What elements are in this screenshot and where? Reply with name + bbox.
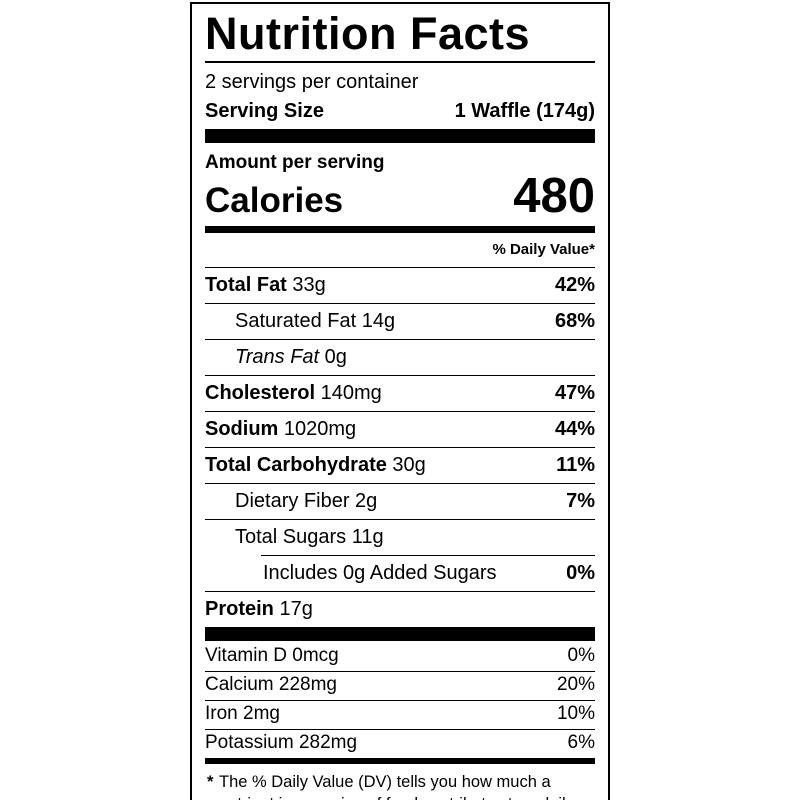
nutrient-row: Saturated Fat 14g 68% bbox=[205, 304, 595, 339]
vitamin-divider bbox=[205, 728, 595, 730]
calories-value: 480 bbox=[513, 169, 595, 224]
nutrient-divider bbox=[205, 339, 595, 341]
nutrient-daily-value: 68% bbox=[554, 310, 595, 333]
footnote-marker: * bbox=[207, 772, 214, 791]
vitamin-row: Iron 2mg 10% bbox=[205, 701, 595, 729]
nutrient-divider bbox=[261, 555, 595, 557]
nutrient-name-amount: Protein 17g bbox=[205, 598, 313, 620]
nutrient-name: Total Sugars bbox=[235, 526, 347, 549]
nutrient-name: Saturated Fat bbox=[235, 310, 357, 333]
nutrient-amount: 1020mg bbox=[278, 418, 357, 441]
nutrient-name-amount: Cholesterol 140mg bbox=[205, 382, 382, 404]
nutrient-name-amount: Trans Fat 0g bbox=[205, 346, 347, 368]
nutrient-row: Dietary Fiber 2g 7% bbox=[205, 484, 595, 519]
nutrient-daily-value: 11% bbox=[556, 454, 595, 477]
nutrient-row: Total Carbohydrate 30g 11% bbox=[205, 448, 595, 483]
label-title: Nutrition Facts bbox=[205, 8, 531, 59]
calories-row: Calories 480 bbox=[205, 169, 595, 226]
nutrient-name-amount: Sodium 1020mg bbox=[205, 418, 356, 440]
nutrient-rows: Total Fat 33g 42% Saturated Fat 14g 68% Tran… bbox=[205, 267, 595, 627]
nutrient-name: Protein bbox=[205, 598, 274, 621]
vitamin-row: Vitamin D 0mcg 0% bbox=[205, 643, 595, 671]
footnote-text: The % Daily Value (DV) tells you how muc… bbox=[219, 772, 574, 800]
nutrient-daily-value: 44% bbox=[554, 418, 595, 441]
nutrient-amount: 2g bbox=[349, 490, 378, 513]
nutrient-name-amount: Total Fat 33g bbox=[205, 274, 326, 296]
nutrient-daily-value: 47% bbox=[554, 382, 595, 405]
nutrient-name: Dietary Fiber bbox=[235, 490, 350, 513]
serving-size-row: Serving Size 1 Waffle (174g) bbox=[205, 98, 595, 129]
nutrient-row: Trans Fat 0g bbox=[205, 340, 595, 375]
vitamin-row: Potassium 282mg 6% bbox=[205, 730, 595, 758]
nutrient-row: Total Sugars 11g bbox=[205, 520, 595, 555]
nutrient-amount: 14g bbox=[356, 310, 396, 333]
vitamin-name-amount: Vitamin D 0mcg bbox=[205, 645, 339, 667]
medium-divider-footnote bbox=[205, 757, 595, 764]
nutrient-row: Cholesterol 140mg 47% bbox=[205, 376, 595, 411]
vitamin-name-amount: Potassium 282mg bbox=[205, 731, 358, 753]
nutrition-facts-label: Nutrition Facts 2 servings per container… bbox=[190, 2, 610, 800]
nutrient-amount: 0g bbox=[319, 346, 347, 369]
nutrient-divider bbox=[205, 483, 595, 485]
nutrient-name: Total Carbohydrate bbox=[205, 454, 387, 477]
nutrient-name: Total Fat bbox=[205, 274, 287, 297]
nutrient-divider bbox=[205, 591, 595, 593]
nutrient-amount: 30g bbox=[386, 454, 426, 477]
nutrient-divider bbox=[205, 303, 595, 305]
nutrient-amount: 17g bbox=[273, 598, 313, 621]
calories-label: Calories bbox=[205, 181, 344, 221]
vitamin-name-amount: Iron 2mg bbox=[205, 703, 280, 725]
medium-divider-calories bbox=[205, 226, 595, 234]
nutrient-name: Sodium bbox=[205, 418, 279, 441]
nutrient-name: Trans Fat bbox=[235, 346, 320, 369]
amount-per-serving-label: Amount per serving bbox=[205, 152, 385, 174]
title-rule bbox=[205, 61, 595, 64]
nutrient-daily-value: 0% bbox=[566, 562, 595, 585]
vitamin-daily-value: 20% bbox=[556, 674, 595, 696]
vitamin-name-amount: Calcium 228mg bbox=[205, 674, 337, 696]
footnote: * The % Daily Value (DV) tells you how m… bbox=[205, 764, 595, 800]
nutrient-name: Cholesterol bbox=[205, 382, 316, 405]
serving-size-value: 1 Waffle (174g) bbox=[454, 100, 595, 123]
thick-divider-top bbox=[205, 129, 595, 144]
vitamin-daily-value: 10% bbox=[556, 703, 595, 725]
vitamin-row: Calcium 228mg 20% bbox=[205, 672, 595, 700]
vitamin-divider bbox=[205, 700, 595, 702]
nutrient-daily-value: 7% bbox=[566, 490, 595, 513]
nutrient-divider bbox=[205, 375, 595, 377]
nutrient-name-amount: Total Sugars 11g bbox=[205, 526, 384, 548]
vitamin-rows: Vitamin D 0mcg 0% Calcium 228mg 20% Iron 2mg… bbox=[205, 641, 595, 758]
nutrient-amount: 11g bbox=[346, 526, 384, 549]
vitamin-daily-value: 0% bbox=[567, 645, 595, 667]
thick-divider-protein bbox=[205, 627, 595, 642]
nutrient-amount: 140mg bbox=[315, 382, 382, 405]
nutrient-name-amount: Saturated Fat 14g bbox=[205, 310, 395, 332]
vitamin-divider bbox=[205, 671, 595, 673]
nutrient-amount: 33g bbox=[286, 274, 326, 297]
serving-size-label: Serving Size bbox=[205, 100, 324, 123]
nutrient-row: Includes 0g Added Sugars 0% bbox=[205, 556, 595, 591]
servings-per-container: 2 servings per container bbox=[205, 71, 419, 94]
nutrient-divider bbox=[205, 519, 595, 521]
nutrient-row: Protein 17g bbox=[205, 592, 595, 627]
nutrient-divider bbox=[205, 411, 595, 413]
daily-value-header: % Daily Value* bbox=[492, 241, 595, 259]
nutrient-name: Includes 0g Added Sugars bbox=[263, 562, 497, 585]
nutrient-row: Sodium 1020mg 44% bbox=[205, 412, 595, 447]
nutrient-name-amount: Total Carbohydrate 30g bbox=[205, 454, 426, 476]
nutrient-name-amount: Includes 0g Added Sugars bbox=[205, 562, 497, 584]
nutrient-daily-value: 42% bbox=[554, 274, 595, 297]
nutrient-divider bbox=[205, 447, 595, 449]
nutrient-divider bbox=[205, 267, 595, 269]
vitamin-daily-value: 6% bbox=[567, 731, 595, 753]
nutrient-row: Total Fat 33g 42% bbox=[205, 268, 595, 303]
nutrient-name-amount: Dietary Fiber 2g bbox=[205, 490, 377, 512]
